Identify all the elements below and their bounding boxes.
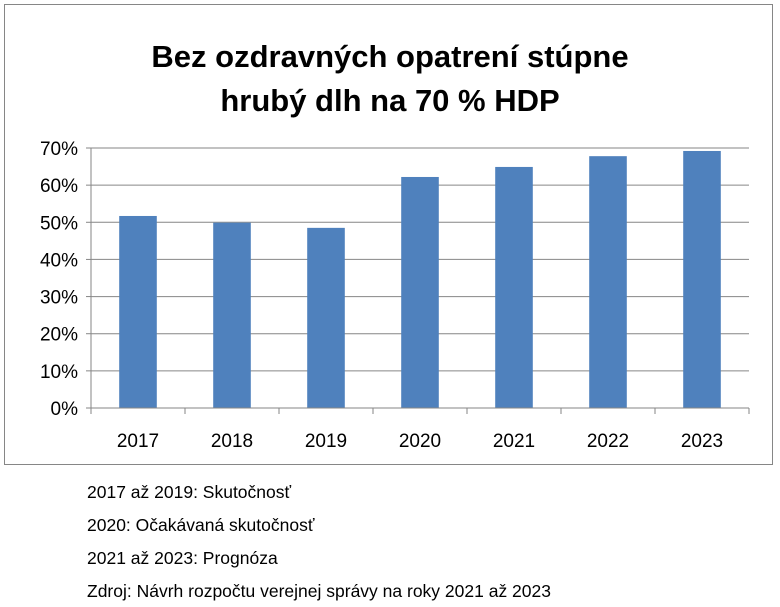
x-axis-tick-labels: 2017 2018 2019 2020 2021 2022 2023: [117, 431, 723, 452]
note-forecast: 2021 až 2023: Prognóza: [87, 548, 278, 568]
note-source: Zdroj: Návrh rozpočtu verejnej správy na…: [87, 581, 551, 601]
chart-svg: Bez ozdravných opatrení stúpne hrubý dlh…: [40, 39, 750, 452]
y-tick-label: 40%: [40, 250, 78, 271]
bar-2017: [119, 215, 157, 408]
note-expected: 2020: Očakávaná skutočnosť: [87, 515, 315, 535]
note-actual: 2017 až 2019: Skutočnosť: [87, 482, 292, 502]
x-tick-label: 2018: [211, 431, 253, 452]
y-tick-label: 30%: [40, 288, 78, 309]
x-tick-label: 2017: [117, 431, 159, 452]
x-tick-label: 2022: [587, 431, 629, 452]
y-tick-label: 60%: [40, 176, 78, 197]
y-tick-label: 10%: [40, 362, 78, 383]
x-tick-label: 2019: [305, 431, 347, 452]
x-tick-label: 2020: [399, 431, 441, 452]
bars: [119, 150, 721, 408]
x-tick-label: 2021: [493, 431, 535, 452]
chart-title-line-2: hrubý dlh na 70 % HDP: [220, 83, 559, 118]
y-tick-label: 70%: [40, 139, 78, 160]
bar-2018: [213, 222, 251, 408]
y-tick-label: 50%: [40, 213, 78, 234]
bar-2021: [495, 166, 533, 408]
x-tick-label: 2023: [681, 431, 723, 452]
axes: [90, 148, 750, 414]
bar-2022: [589, 156, 627, 408]
chart-title-line-1: Bez ozdravných opatrení stúpne: [151, 39, 628, 74]
bar-2023: [683, 150, 721, 408]
bar-2019: [307, 227, 345, 408]
y-tick-label: 20%: [40, 325, 78, 346]
y-tick-label: 0%: [51, 399, 79, 420]
y-axis-tick-labels: 0% 10% 20% 30% 40% 50% 60% 70%: [40, 139, 78, 420]
chart-container: Bez ozdravných opatrení stúpne hrubý dlh…: [4, 4, 773, 465]
bar-2020: [401, 176, 439, 408]
